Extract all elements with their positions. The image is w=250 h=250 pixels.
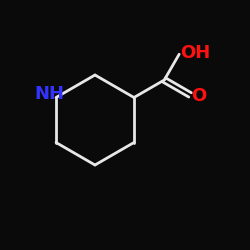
Text: O: O [191,87,206,105]
Text: NH: NH [35,85,65,103]
Text: OH: OH [180,44,210,62]
